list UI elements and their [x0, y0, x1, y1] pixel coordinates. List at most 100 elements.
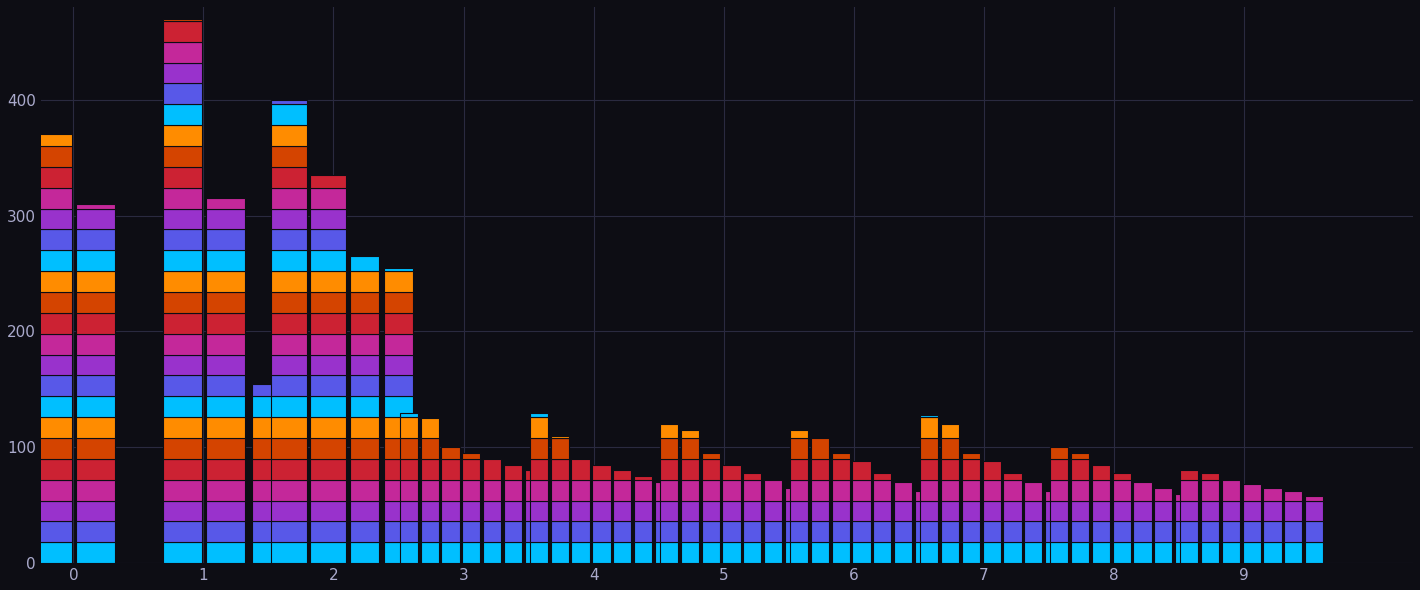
- Bar: [743, 522, 761, 542]
- Bar: [941, 424, 958, 438]
- Bar: [75, 271, 115, 292]
- Bar: [1092, 480, 1110, 501]
- Bar: [785, 522, 804, 542]
- Bar: [271, 396, 308, 417]
- Bar: [271, 100, 308, 104]
- Bar: [852, 480, 870, 501]
- Bar: [660, 501, 679, 522]
- Bar: [1051, 501, 1068, 522]
- Bar: [811, 480, 829, 501]
- Bar: [310, 230, 346, 250]
- Bar: [206, 542, 246, 563]
- Bar: [385, 522, 413, 542]
- Bar: [33, 438, 72, 459]
- Bar: [790, 438, 808, 459]
- Bar: [790, 459, 808, 480]
- Bar: [852, 542, 870, 563]
- Bar: [895, 482, 912, 501]
- Bar: [680, 522, 699, 542]
- Bar: [743, 473, 761, 480]
- Bar: [163, 209, 202, 230]
- Bar: [1092, 501, 1110, 522]
- Bar: [1113, 501, 1130, 522]
- Bar: [310, 542, 346, 563]
- Bar: [163, 250, 202, 271]
- Bar: [723, 465, 741, 480]
- Bar: [660, 480, 679, 501]
- Bar: [351, 355, 379, 375]
- Bar: [1264, 501, 1282, 522]
- Bar: [310, 209, 346, 230]
- Bar: [420, 501, 439, 522]
- Bar: [852, 461, 870, 480]
- Bar: [1154, 522, 1173, 542]
- Bar: [655, 501, 673, 522]
- Bar: [251, 417, 280, 438]
- Bar: [832, 501, 849, 522]
- Bar: [660, 438, 679, 459]
- Bar: [271, 167, 308, 188]
- Bar: [633, 480, 652, 501]
- Bar: [941, 459, 958, 480]
- Bar: [442, 542, 460, 563]
- Bar: [33, 135, 72, 146]
- Bar: [1154, 542, 1173, 563]
- Bar: [504, 465, 523, 480]
- Bar: [483, 501, 501, 522]
- Bar: [163, 63, 202, 83]
- Bar: [271, 188, 308, 209]
- Bar: [163, 230, 202, 250]
- Bar: [163, 125, 202, 146]
- Bar: [483, 522, 501, 542]
- Bar: [920, 542, 939, 563]
- Bar: [271, 522, 308, 542]
- Bar: [1284, 491, 1302, 501]
- Bar: [271, 146, 308, 167]
- Bar: [1174, 501, 1193, 522]
- Bar: [463, 522, 480, 542]
- Bar: [852, 501, 870, 522]
- Bar: [75, 334, 115, 355]
- Bar: [75, 204, 115, 209]
- Bar: [251, 501, 280, 522]
- Bar: [33, 146, 72, 167]
- Bar: [163, 313, 202, 334]
- Bar: [271, 501, 308, 522]
- Bar: [206, 198, 246, 209]
- Bar: [1024, 501, 1042, 522]
- Bar: [206, 480, 246, 501]
- Bar: [1180, 480, 1198, 501]
- Bar: [163, 375, 202, 396]
- Bar: [385, 292, 413, 313]
- Bar: [764, 542, 782, 563]
- Bar: [33, 355, 72, 375]
- Bar: [271, 459, 308, 480]
- Bar: [1004, 473, 1021, 480]
- Bar: [1004, 480, 1021, 501]
- Bar: [1242, 501, 1261, 522]
- Bar: [442, 447, 460, 459]
- Bar: [206, 438, 246, 459]
- Bar: [163, 292, 202, 313]
- Bar: [1024, 522, 1042, 542]
- Bar: [75, 417, 115, 438]
- Bar: [1045, 542, 1064, 563]
- Bar: [420, 480, 439, 501]
- Bar: [163, 21, 202, 42]
- Bar: [811, 459, 829, 480]
- Bar: [271, 271, 308, 292]
- Bar: [571, 501, 589, 522]
- Bar: [75, 459, 115, 480]
- Bar: [163, 104, 202, 125]
- Bar: [206, 250, 246, 271]
- Bar: [680, 501, 699, 522]
- Bar: [206, 375, 246, 396]
- Bar: [400, 459, 417, 480]
- Bar: [655, 522, 673, 542]
- Bar: [1180, 542, 1198, 563]
- Bar: [941, 522, 958, 542]
- Bar: [385, 480, 413, 501]
- Bar: [592, 542, 611, 563]
- Bar: [1201, 501, 1220, 522]
- Bar: [400, 438, 417, 459]
